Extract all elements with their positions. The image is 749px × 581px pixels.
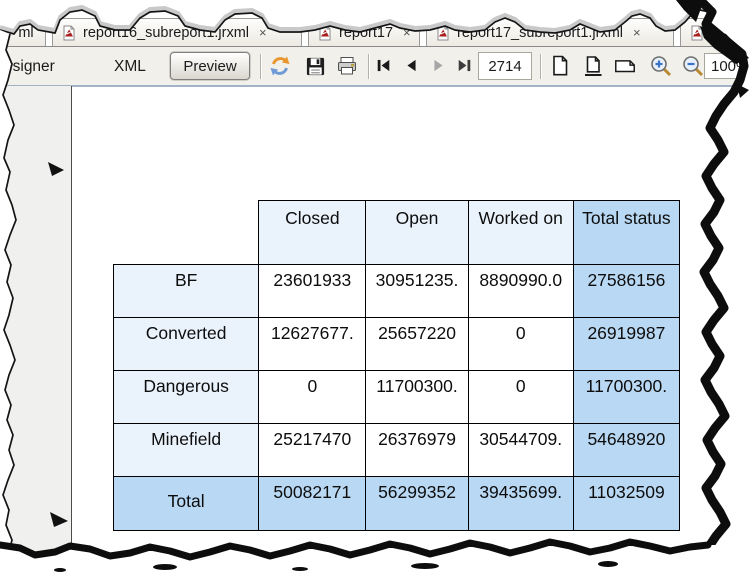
cell-total-value: 26919987 <box>572 317 681 371</box>
preview-left-margin-panel <box>0 86 72 581</box>
table-row: Converted 12627677. 25657220 0 26919987 <box>112 317 681 371</box>
jrxml-file-icon <box>317 25 333 41</box>
tab-close-icon[interactable]: × <box>259 25 267 40</box>
row-header: BF <box>112 264 260 318</box>
jrxml-file-icon <box>61 25 77 41</box>
toolbar-separator <box>540 54 542 79</box>
xml-mode-button[interactable]: XML <box>114 58 146 75</box>
next-page-icon <box>434 59 443 72</box>
tab-close-icon[interactable]: × <box>633 25 641 40</box>
prev-page-icon <box>407 59 416 72</box>
column-header: Open <box>365 200 469 265</box>
refresh-button[interactable] <box>268 54 292 78</box>
zoom-out-button[interactable] <box>681 54 705 78</box>
toolbar-divider <box>0 85 749 87</box>
zoom-level-value: 100% <box>711 57 749 75</box>
column-header: Closed <box>258 200 367 265</box>
tab-label: report16_subreport1.jrxml <box>83 24 250 41</box>
crosstab-table: Closed Open Worked on Total status BF 23… <box>112 200 681 531</box>
cell-value: 30544709. <box>467 423 574 477</box>
cell-value: 25217470 <box>258 423 367 477</box>
fit-page-icon <box>585 56 602 76</box>
crosstab-corner-cell <box>114 201 259 265</box>
tab-partial-left[interactable]: ml <box>6 18 46 46</box>
table-row: Minefield 25217470 26376979 30544709. 54… <box>112 423 681 477</box>
preview-mode-button[interactable]: Preview <box>170 52 250 80</box>
page-number-value: 2714 <box>488 57 522 75</box>
row-header-total: Total <box>112 476 260 531</box>
last-page-icon <box>458 59 471 72</box>
cell-value: 25657220 <box>365 317 469 371</box>
cell-value: 12627677. <box>258 317 367 371</box>
table-row: Dangerous 0 11700300. 0 11700300. <box>112 370 681 424</box>
zoom-out-icon <box>683 56 704 77</box>
cell-total-value: 11032509 <box>572 476 681 531</box>
preview-mode-label: Preview <box>183 57 237 75</box>
last-page-button[interactable] <box>457 58 472 73</box>
cell-value: 23601933 <box>258 264 367 318</box>
tab-report17[interactable]: report17 × <box>308 18 420 46</box>
toolbar-separator <box>368 54 370 79</box>
fit-page-button[interactable] <box>581 54 605 78</box>
next-page-button[interactable] <box>431 58 446 73</box>
cell-value: 0 <box>467 317 574 371</box>
zoom-in-button[interactable] <box>649 54 673 78</box>
fit-width-button[interactable] <box>613 54 637 78</box>
tab-label: report17_subreport1.jrxml <box>457 24 624 41</box>
cell-value: 0 <box>467 370 574 424</box>
print-button[interactable] <box>335 54 359 78</box>
prev-page-button[interactable] <box>404 58 419 73</box>
table-row: BF 23601933 30951235. 8890990.0 27586156 <box>112 264 681 318</box>
first-page-icon <box>377 59 390 72</box>
cell-value: 26376979 <box>365 423 469 477</box>
table-total-row: Total 50082171 56299352 39435699. 110325… <box>112 476 681 531</box>
save-icon <box>306 57 324 75</box>
zoom-level-input[interactable]: 100% <box>704 53 749 79</box>
crosstab-header-row: Closed Open Worked on Total status <box>114 200 681 265</box>
page-number-input[interactable]: 2714 <box>478 52 532 80</box>
row-header: Converted <box>112 317 260 371</box>
preview-toolbar: esigner XML Preview <box>0 47 749 85</box>
cell-value: 30951235. <box>365 264 469 318</box>
tab-label: report17 <box>339 24 394 41</box>
save-button[interactable] <box>303 54 327 78</box>
cell-value: 11700300. <box>365 370 469 424</box>
column-header: Worked on <box>467 200 574 265</box>
jrxml-file-icon <box>435 25 451 41</box>
tabbar-divider <box>0 45 749 47</box>
first-page-button[interactable] <box>376 58 391 73</box>
cell-total-value: 27586156 <box>572 264 681 318</box>
tab-report17-subreport1[interactable]: report17_subreport1.jrxml × <box>426 18 674 46</box>
tab-label: ml <box>18 24 34 41</box>
cell-value: 0 <box>258 370 367 424</box>
zoom-in-icon <box>651 56 672 77</box>
cell-total-value: 11700300. <box>572 370 681 424</box>
tab-report16-subreport1[interactable]: report16_subreport1.jrxml × <box>52 18 302 46</box>
toolbar-separator <box>260 54 262 79</box>
cell-value: 8890990.0 <box>467 264 574 318</box>
cell-total-value: 54648920 <box>572 423 681 477</box>
refresh-icon <box>270 56 290 76</box>
editor-tab-bar: ml report16_subreport1.jrxml × report17 … <box>0 0 749 47</box>
tab-close-icon[interactable]: × <box>403 25 411 40</box>
row-header: Dangerous <box>112 370 260 424</box>
cell-total-value: 56299352 <box>365 476 469 531</box>
jrxml-file-icon <box>689 25 705 41</box>
tab-label: r <box>711 24 716 41</box>
actual-size-button[interactable] <box>548 54 572 78</box>
designer-mode-button[interactable]: esigner <box>4 58 55 75</box>
tab-partial-right[interactable]: r <box>680 18 740 46</box>
fit-width-icon <box>615 60 635 73</box>
actual-size-icon <box>553 55 568 76</box>
row-header: Minefield <box>112 423 260 477</box>
column-header-total: Total status <box>572 200 681 265</box>
cell-total-value: 50082171 <box>258 476 367 531</box>
cell-total-value: 39435699. <box>467 476 574 531</box>
print-icon <box>338 57 356 75</box>
